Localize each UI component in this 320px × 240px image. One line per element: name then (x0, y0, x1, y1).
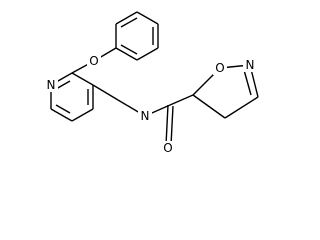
atom-label: N (141, 109, 150, 123)
structure: N O N O O N (44, 11, 259, 155)
atom-label: O (215, 61, 224, 75)
bonds (50, 11, 259, 146)
atom-label: O (89, 54, 98, 68)
atom-label: N (47, 78, 56, 92)
atom-labels: N O N O O N (44, 54, 257, 155)
atom-label: N (246, 58, 255, 72)
atom-label: O (163, 141, 172, 155)
